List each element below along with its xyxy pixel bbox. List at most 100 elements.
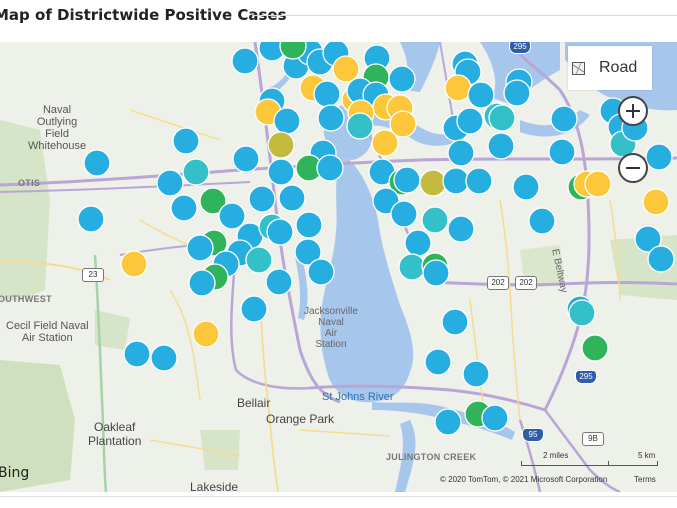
zoom-out-button[interactable] [618,153,648,183]
case-marker[interactable] [265,268,293,296]
label-st-johns-river: St Johns River [322,391,394,403]
bottom-divider [0,496,677,497]
case-marker[interactable] [419,169,447,197]
case-marker[interactable] [434,408,462,436]
label-orange-park: Orange Park [266,412,335,426]
case-marker[interactable] [188,269,216,297]
interstate-shield-295-north: 295 [509,42,531,54]
title-divider [252,15,677,16]
case-marker[interactable] [170,194,198,222]
case-marker[interactable] [442,167,470,195]
case-marker[interactable] [266,218,294,246]
map-canvas[interactable]: Naval Outlying Field Whitehouse OTIS OUT… [0,42,677,492]
interstate-shield-295-south: 295 [575,370,597,384]
case-marker[interactable] [462,360,490,388]
case-marker[interactable] [192,320,220,348]
case-marker[interactable] [465,167,493,195]
case-marker[interactable] [398,253,426,281]
label-oakleaf-plantation: Oakleaf Plantation [88,420,142,448]
case-marker[interactable] [642,188,670,216]
case-marker[interactable] [150,344,178,372]
case-marker[interactable] [313,80,341,108]
case-marker[interactable] [503,79,531,107]
case-marker[interactable] [424,348,452,376]
case-marker[interactable] [581,334,609,362]
terms-link[interactable]: Terms [634,475,656,484]
route-shield-202-east: 202 [515,276,537,290]
map-copyright: © 2020 TomTom, © 2021 Microsoft Corporat… [440,475,608,484]
case-marker[interactable] [568,299,596,327]
page-title: Map of Districtwide Positive Cases [0,6,287,24]
case-marker[interactable] [273,107,301,135]
case-marker[interactable] [83,149,111,177]
case-marker[interactable] [467,81,495,109]
case-marker[interactable] [389,110,417,138]
case-marker[interactable] [456,107,484,135]
case-marker[interactable] [295,211,323,239]
case-marker[interactable] [346,112,374,140]
case-marker[interactable] [294,238,322,266]
case-marker[interactable] [307,258,335,286]
case-marker[interactable] [278,184,306,212]
case-marker[interactable] [645,143,673,171]
zoom-in-button[interactable] [618,96,648,126]
case-marker[interactable] [232,145,260,173]
case-marker[interactable] [512,173,540,201]
case-marker[interactable] [371,129,399,157]
case-marker[interactable] [421,206,449,234]
case-marker[interactable] [447,139,475,167]
label-lakeside: Lakeside [190,480,239,492]
label-cecil-field: Cecil Field Naval Air Station [6,320,89,344]
case-marker[interactable] [245,246,273,274]
case-marker[interactable] [77,205,105,233]
bing-logo-text: Bing [0,465,30,481]
case-marker[interactable] [317,104,345,132]
route-shield-23: 23 [82,268,104,282]
case-marker[interactable] [240,295,268,323]
case-marker[interactable] [199,187,227,215]
case-marker[interactable] [123,340,151,368]
label-otis: OTIS [18,178,41,188]
case-marker[interactable] [634,225,662,253]
case-marker[interactable] [487,132,515,160]
case-marker[interactable] [584,170,612,198]
scale-bar-miles [521,461,609,466]
case-marker[interactable] [390,200,418,228]
scale-label-miles: 2 miles [543,451,569,460]
case-marker[interactable] [404,229,432,257]
case-marker[interactable] [332,55,360,83]
case-markers-layer [77,42,675,436]
case-marker[interactable] [172,127,200,155]
case-marker[interactable] [548,138,576,166]
case-marker[interactable] [422,259,450,287]
case-marker[interactable] [156,169,184,197]
title-bar: Map of Districtwide Positive Cases [0,0,677,32]
case-marker[interactable] [218,202,246,230]
case-marker[interactable] [647,245,675,273]
case-marker[interactable] [267,131,295,159]
case-marker[interactable] [447,215,475,243]
case-marker[interactable] [248,185,276,213]
label-southwest: OUTHWEST [0,294,52,304]
case-marker[interactable] [393,166,421,194]
case-marker[interactable] [316,154,344,182]
case-marker[interactable] [120,250,148,278]
label-julington-creek: JULINGTON CREEK [386,452,477,462]
label-jacksonville-naval-air-station: Jacksonville Naval Air Station [304,306,358,350]
case-marker[interactable] [279,42,307,60]
map-style-button[interactable]: Road [568,46,652,90]
case-marker[interactable] [388,65,416,93]
case-marker[interactable] [186,234,214,262]
case-marker[interactable] [267,158,295,186]
case-marker[interactable] [441,308,469,336]
case-marker[interactable] [528,207,556,235]
case-marker[interactable] [182,158,210,186]
case-marker[interactable] [481,404,509,432]
case-marker[interactable] [488,104,516,132]
interstate-shield-95: 95 [522,428,544,442]
case-marker[interactable] [444,74,472,102]
case-marker[interactable] [231,47,259,75]
case-marker[interactable] [550,105,578,133]
route-shield-202-west: 202 [487,276,509,290]
bing-logo: Bing [0,465,29,481]
